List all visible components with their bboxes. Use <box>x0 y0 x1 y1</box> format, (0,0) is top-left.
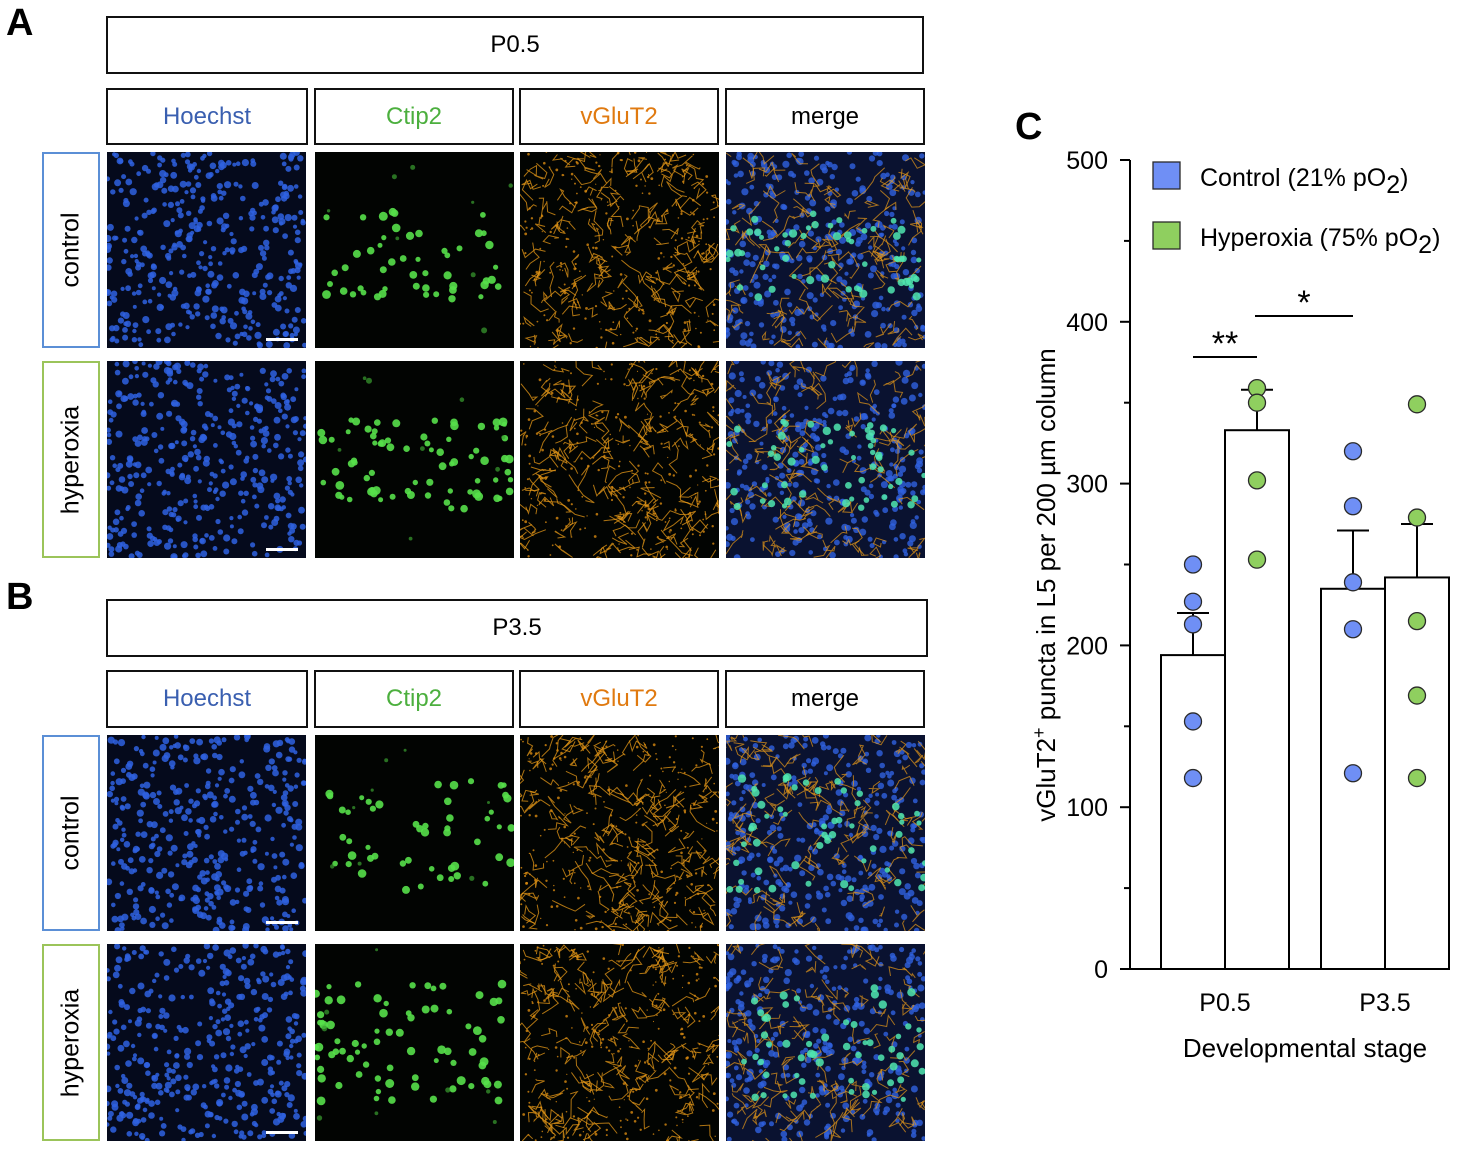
panel-a-hyperoxia-label: hyperoxia <box>42 361 100 558</box>
panel-a-letter: A <box>6 2 34 44</box>
panel-b-hoechst-header: Hoechst <box>106 670 308 728</box>
panel-c-letter: C <box>1015 106 1043 148</box>
y-tick-label: 0 <box>1094 956 1108 984</box>
scale-bar <box>266 338 298 341</box>
micrograph-b-hyperoxia-merge <box>726 944 925 1141</box>
data-point <box>1407 611 1427 631</box>
data-point <box>1407 508 1427 527</box>
data-point <box>1183 712 1203 731</box>
bar-hyperoxia-P0.5 <box>1224 429 1290 970</box>
y-tick-label: 400 <box>1066 309 1108 337</box>
micrograph-a-hyperoxia-hoechst <box>107 361 306 558</box>
condition-label: control <box>56 795 85 871</box>
micrograph-a-control-merge <box>726 152 925 348</box>
legend-label-control: Control (21% pO2) <box>1200 164 1408 199</box>
data-point <box>1183 555 1203 574</box>
micrograph-b-hyperoxia-vglut2 <box>520 944 719 1141</box>
data-point <box>1247 393 1267 412</box>
data-point <box>1343 764 1363 783</box>
panel-b-ctip2-header: Ctip2 <box>314 670 514 728</box>
legend-label-hyperoxia: Hyperoxia (75% pO2) <box>1200 224 1440 259</box>
y-tick-label: 100 <box>1066 794 1108 822</box>
data-point <box>1183 615 1203 634</box>
y-tick-label: 300 <box>1066 471 1108 499</box>
micrograph-a-hyperoxia-vglut2 <box>520 361 719 558</box>
x-tick-label: P3.5 <box>1359 989 1410 1017</box>
data-point <box>1407 686 1427 705</box>
y-axis-title: vGluT2+ puncta in L5 per 200 µm column <box>1029 348 1061 822</box>
micrograph-a-control-ctip2 <box>315 152 514 348</box>
condition-label: hyperoxia <box>56 405 85 514</box>
micrograph-b-hyperoxia-hoechst <box>107 944 306 1141</box>
panel-b-merge-header: merge <box>725 670 925 728</box>
condition-label: hyperoxia <box>56 988 85 1097</box>
panel-a-ctip2-header: Ctip2 <box>314 88 514 145</box>
panel-a-stage-header: P0.5 <box>106 16 924 74</box>
micrograph-b-control-merge <box>726 735 925 931</box>
x-tick-label: P0.5 <box>1199 989 1250 1017</box>
legend-swatch-hyperoxia <box>1152 221 1181 250</box>
y-tick-label: 500 <box>1066 147 1108 175</box>
scale-bar <box>266 548 298 551</box>
micrograph-a-control-vglut2 <box>520 152 719 348</box>
micrograph-a-hyperoxia-ctip2 <box>315 361 514 558</box>
data-point <box>1343 442 1363 461</box>
panel-b-vglut2-header: vGluT2 <box>519 670 719 728</box>
micrograph-b-control-ctip2 <box>315 735 514 931</box>
panel-a-merge-header: merge <box>725 88 925 145</box>
data-point <box>1343 620 1363 639</box>
scale-bar <box>266 921 298 924</box>
data-point <box>1247 471 1267 490</box>
micrograph-a-hyperoxia-merge <box>726 361 925 558</box>
panel-b-control-label: control <box>42 735 100 931</box>
y-tick-label: 200 <box>1066 632 1108 660</box>
panel-b-hyperoxia-label: hyperoxia <box>42 944 100 1141</box>
bar-control-P0.5 <box>1160 654 1226 970</box>
condition-label: control <box>56 212 85 288</box>
scale-bar <box>266 1131 298 1134</box>
data-point <box>1247 550 1267 569</box>
panel-a-vglut2-header: vGluT2 <box>519 88 719 145</box>
data-point <box>1183 592 1203 611</box>
data-point <box>1407 395 1427 414</box>
micrograph-b-hyperoxia-ctip2 <box>315 944 514 1141</box>
micrograph-b-control-hoechst <box>107 735 306 931</box>
significance-label-1: ** <box>1212 325 1238 363</box>
x-axis-title: Developmental stage <box>1183 1033 1427 1063</box>
panel-b-letter: B <box>6 576 34 618</box>
data-point <box>1343 573 1363 592</box>
panel-b-stage-header: P3.5 <box>106 599 928 657</box>
data-point <box>1343 497 1363 516</box>
significance-label-2: * <box>1297 284 1310 322</box>
legend-swatch-control <box>1152 161 1181 190</box>
panel-a-control-label: control <box>42 152 100 348</box>
micrograph-b-control-vglut2 <box>520 735 719 931</box>
data-point <box>1183 768 1203 788</box>
micrograph-a-control-hoechst <box>107 152 306 348</box>
data-point <box>1407 768 1427 788</box>
panel-a-hoechst-header: Hoechst <box>106 88 308 145</box>
